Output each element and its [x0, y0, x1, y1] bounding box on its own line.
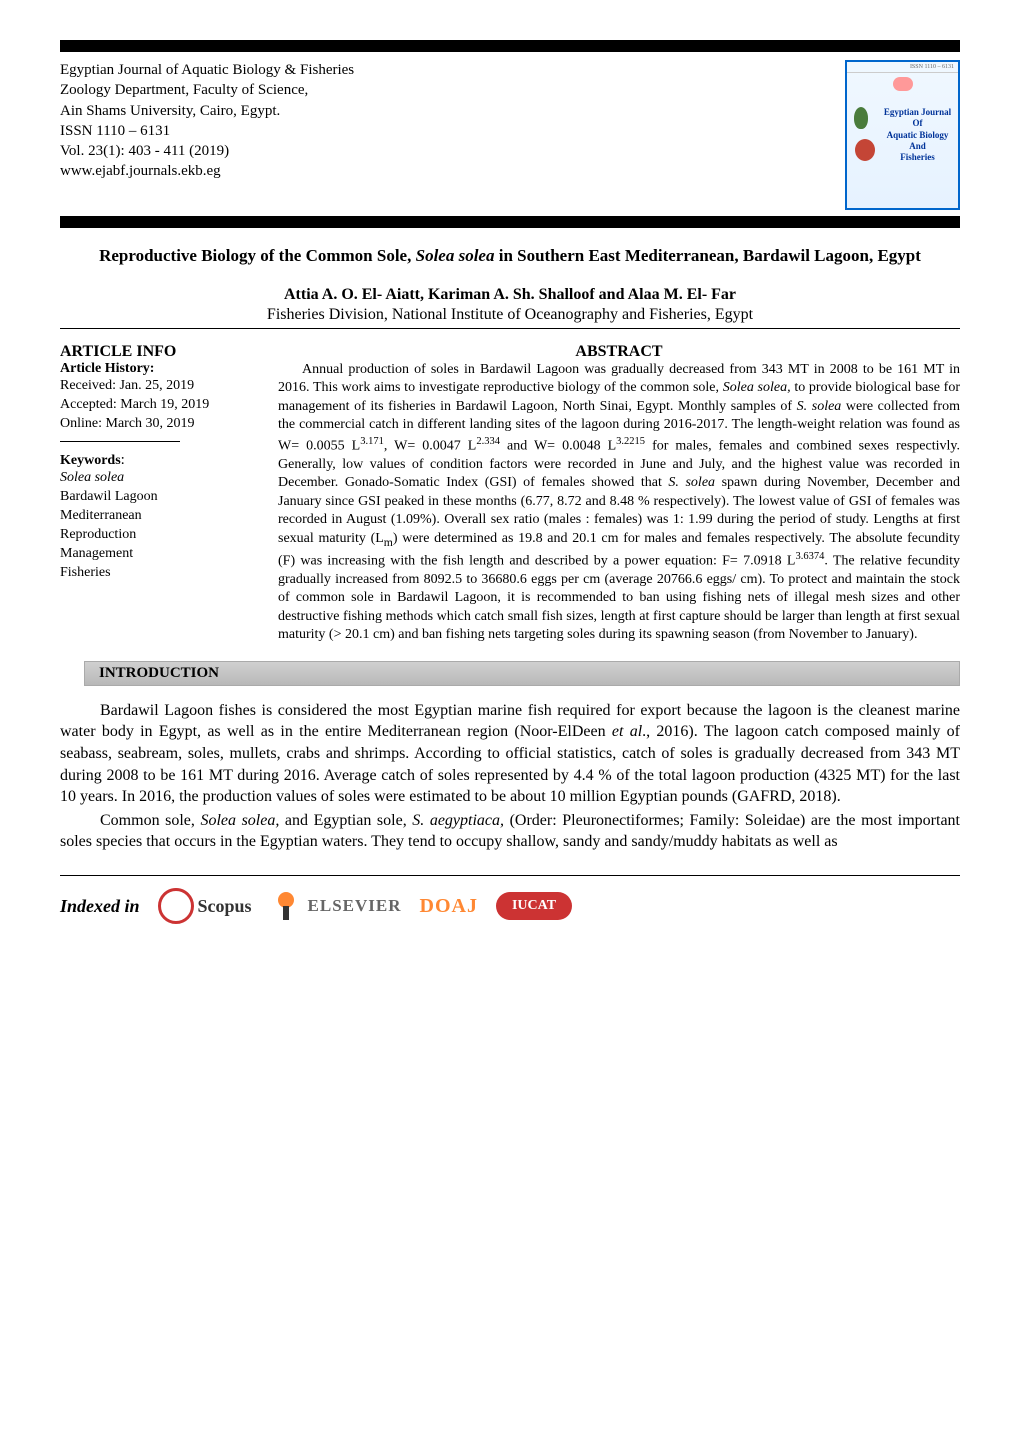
abs-p4: , W= 0.0047 L — [384, 438, 476, 453]
keyword-1: Solea solea — [60, 469, 260, 488]
journal-issn: ISSN 1110 – 6131 — [60, 121, 825, 141]
journal-cover-image: ISSN 1110 – 6131 Egyptian Journal Of Aqu… — [845, 60, 960, 210]
elsevier-tree-icon — [270, 890, 302, 922]
title-suffix: in Southern East Mediterranean, Bardawil… — [494, 246, 920, 265]
journal-website: www.ejabf.journals.ekb.eg — [60, 161, 825, 181]
keyword-6: Fisheries — [60, 564, 260, 583]
scopus-badge: Scopus — [158, 888, 252, 924]
mid-border — [60, 216, 960, 228]
history-label: Article History: — [60, 361, 260, 377]
intro2-sp2: S. aegyptiaca, — [412, 812, 504, 829]
article-title: Reproductive Biology of the Common Sole,… — [60, 244, 960, 268]
abs-sp3: S. solea — [668, 475, 715, 490]
intro1-etal: et al — [612, 723, 642, 740]
page: Egyptian Journal of Aquatic Biology & Fi… — [0, 0, 1020, 954]
cover-line5: Fisheries — [882, 152, 953, 163]
doaj-text: DOAJ — [420, 895, 478, 918]
authors: Attia A. O. El- Aiatt, Kariman A. Sh. Sh… — [60, 286, 960, 304]
separator — [60, 441, 180, 442]
introduction-bar: INTRODUCTION — [84, 661, 960, 686]
abs-sp1: Solea solea, — [723, 380, 791, 395]
title-section: Reproductive Biology of the Common Sole,… — [60, 244, 960, 268]
cover-title: Egyptian Journal Of Aquatic Biology And … — [882, 107, 953, 163]
abs-sp2: S. solea — [797, 399, 842, 414]
keyword-4: Reproduction — [60, 526, 260, 545]
keyword-3: Mediterranean — [60, 507, 260, 526]
keyword-2: Bardawil Lagoon — [60, 488, 260, 507]
keyword-5: Management — [60, 545, 260, 564]
title-prefix: Reproductive Biology of the Common Sole, — [99, 246, 416, 265]
scopus-text: Scopus — [198, 896, 252, 917]
introduction-heading: INTRODUCTION — [99, 665, 219, 681]
intro2-sp1: Solea solea, — [200, 812, 279, 829]
title-species: Solea solea — [416, 246, 495, 265]
iucat-badge: IUCAT — [496, 892, 572, 920]
cover-plant-icon — [854, 107, 868, 129]
journal-name: Egyptian Journal of Aquatic Biology & Fi… — [60, 60, 825, 80]
cover-line3: Aquatic Biology — [882, 130, 953, 141]
intro-paragraph-1: Bardawil Lagoon fishes is considered the… — [60, 700, 960, 808]
cover-emblem-icon — [893, 77, 913, 91]
content-columns: ARTICLE INFO Article History: Received: … — [60, 343, 960, 645]
journal-volume: Vol. 23(1): 403 - 411 (2019) — [60, 141, 825, 161]
indexed-label: Indexed in — [60, 896, 140, 917]
online-date: Online: March 30, 2019 — [60, 415, 260, 434]
keywords-heading: Keywords: — [60, 452, 260, 469]
abs-sub-m: m — [384, 535, 393, 548]
scopus-ring-icon — [158, 888, 194, 924]
elsevier-badge: ELSEVIER — [270, 890, 402, 922]
keywords-label: Keywords — [60, 453, 121, 468]
left-column: ARTICLE INFO Article History: Received: … — [60, 343, 260, 645]
abs-exp3: 3.2215 — [616, 436, 645, 447]
abstract-body: Annual production of soles in Bardawil L… — [278, 361, 960, 645]
top-border — [60, 40, 960, 52]
received-date: Received: Jan. 25, 2019 — [60, 377, 260, 396]
right-column: ABSTRACT Annual production of soles in B… — [278, 343, 960, 645]
cover-issn: ISSN 1110 – 6131 — [847, 62, 958, 73]
intro2-p1: Common sole, — [100, 812, 200, 829]
abs-exp4: 3.6374 — [795, 551, 824, 562]
header: Egyptian Journal of Aquatic Biology & Fi… — [60, 60, 960, 210]
abs-exp1: 3.171 — [360, 436, 384, 447]
cover-content: Egyptian Journal Of Aquatic Biology And … — [847, 105, 958, 165]
abstract-heading: ABSTRACT — [278, 343, 960, 361]
cover-line4: And — [882, 141, 953, 152]
footer: Indexed in Scopus ELSEVIER DOAJ IUCAT — [60, 875, 960, 924]
cover-line2: Of — [882, 118, 953, 129]
journal-university: Ain Shams University, Cairo, Egypt. — [60, 101, 825, 121]
cover-bug-icon — [855, 139, 875, 161]
intro-paragraph-2: Common sole, Solea solea, and Egyptian s… — [60, 810, 960, 853]
elsevier-text: ELSEVIER — [308, 896, 402, 916]
keywords-colon: : — [121, 452, 125, 468]
intro2-p2: and Egyptian sole, — [279, 812, 412, 829]
journal-info: Egyptian Journal of Aquatic Biology & Fi… — [60, 60, 825, 182]
article-info-heading: ARTICLE INFO — [60, 343, 260, 361]
accepted-date: Accepted: March 19, 2019 — [60, 396, 260, 415]
cover-line1: Egyptian Journal — [882, 107, 953, 118]
journal-department: Zoology Department, Faculty of Science, — [60, 80, 825, 100]
affiliation: Fisheries Division, National Institute o… — [60, 306, 960, 329]
abs-exp2: 2.334 — [476, 436, 500, 447]
abs-p5: and W= 0.0048 L — [500, 438, 616, 453]
cover-illustration-icon — [852, 107, 882, 161]
